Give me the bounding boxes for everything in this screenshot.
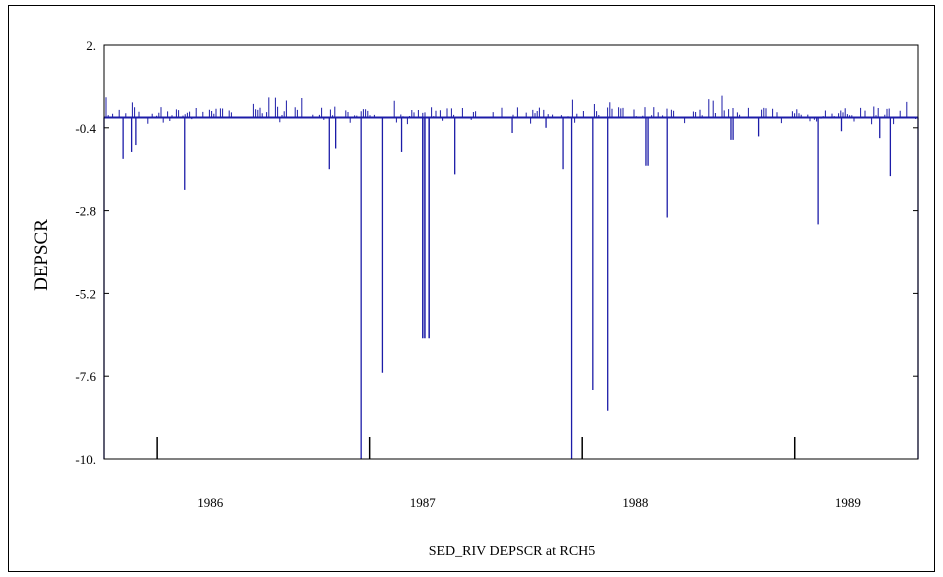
x-tick-label: 1988 — [622, 495, 648, 510]
x-tick-label: 1987 — [410, 495, 437, 510]
data-marks — [103, 95, 919, 459]
plot-area-border — [103, 44, 919, 460]
x-axis-title: SED_RIV DEPSCR at RCH5 — [429, 544, 596, 559]
y-tick-label: -7.6 — [75, 369, 96, 384]
x-tick-label: 1989 — [835, 495, 861, 510]
y-tick-label: -10. — [75, 452, 96, 467]
chart-frame — [8, 5, 935, 572]
series-noise — [105, 95, 917, 125]
y-axis: 2. -0.4 -2.8 -5.2 -7.6 -10. — [75, 38, 918, 467]
y-tick-label: -5.2 — [75, 286, 96, 301]
y-tick-label: -2.8 — [75, 204, 96, 219]
y-tick-label: 2. — [86, 38, 96, 53]
y-axis-title: DEPSCR — [31, 219, 52, 291]
x-tick-label: 1986 — [197, 495, 224, 510]
x-axis: 1986 1987 1988 1989 — [156, 437, 861, 510]
y-tick-label: -0.4 — [75, 121, 96, 136]
